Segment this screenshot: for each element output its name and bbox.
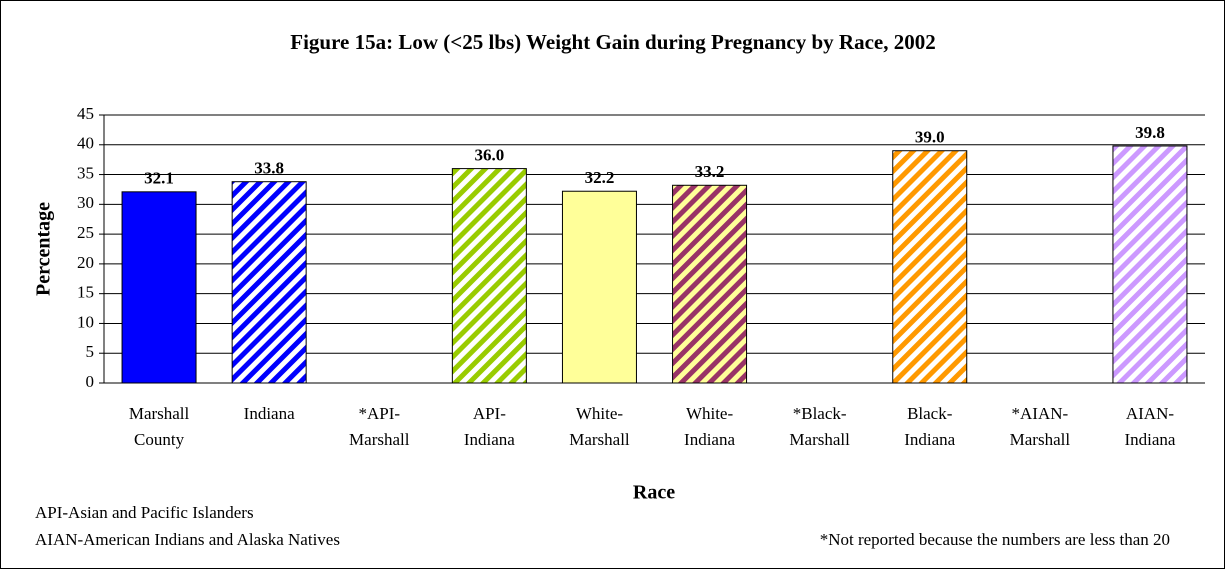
x-tick-label: *Black- (793, 404, 847, 423)
x-tick-label: County (134, 430, 185, 449)
data-label: 32.1 (144, 169, 174, 188)
y-tick-label: 25 (77, 223, 94, 242)
data-label: 39.8 (1135, 123, 1165, 142)
x-tick-label: Marshall (1010, 430, 1071, 449)
x-tick-label: Indiana (684, 430, 735, 449)
bar (121, 191, 197, 384)
x-axis-label: Race (633, 482, 675, 504)
bar (561, 190, 637, 384)
x-tick-label: API- (473, 404, 506, 423)
bar (231, 181, 307, 384)
y-axis-label: Percentage (33, 202, 55, 296)
bar (672, 184, 748, 384)
x-tick-label: *API- (358, 404, 400, 423)
bar (451, 168, 527, 384)
x-tick-label: White- (686, 404, 734, 423)
x-tick-label: White- (576, 404, 624, 423)
y-tick-label: 5 (86, 342, 95, 361)
x-tick-label: Indiana (464, 430, 515, 449)
x-tick-label: AIAN- (1126, 404, 1174, 423)
x-tick-label: Marshall (569, 430, 630, 449)
x-tick-label: Indiana (1124, 430, 1175, 449)
bar (892, 150, 968, 384)
note: AIAN-American Indians and Alaska Natives (35, 530, 340, 549)
note: *Not reported because the numbers are le… (820, 530, 1170, 549)
x-tick-label: *AIAN- (1012, 404, 1069, 423)
data-label: 33.2 (695, 162, 725, 181)
y-tick-label: 30 (77, 193, 94, 212)
note: API-Asian and Pacific Islanders (35, 503, 254, 522)
data-label: 32.2 (585, 168, 615, 187)
y-tick-label: 35 (77, 163, 94, 182)
y-tick-label: 10 (77, 312, 94, 331)
data-label: 33.8 (254, 159, 284, 178)
bar (1112, 145, 1188, 384)
x-tick-label: Marshall (129, 404, 190, 423)
x-tick-label: Indiana (904, 430, 955, 449)
y-tick-label: 15 (77, 283, 94, 302)
y-tick-label: 45 (77, 104, 94, 123)
y-tick-label: 40 (77, 134, 94, 153)
y-tick-label: 20 (77, 253, 94, 272)
x-tick-label: Marshall (349, 430, 410, 449)
data-label: 39.0 (915, 128, 945, 147)
x-tick-label: Indiana (244, 404, 295, 423)
x-tick-label: Marshall (789, 430, 850, 449)
data-label: 36.0 (474, 146, 504, 165)
x-tick-label: Black- (907, 404, 953, 423)
chart-title: Figure 15a: Low (<25 lbs) Weight Gain du… (290, 30, 936, 54)
y-tick-label: 0 (86, 372, 95, 391)
